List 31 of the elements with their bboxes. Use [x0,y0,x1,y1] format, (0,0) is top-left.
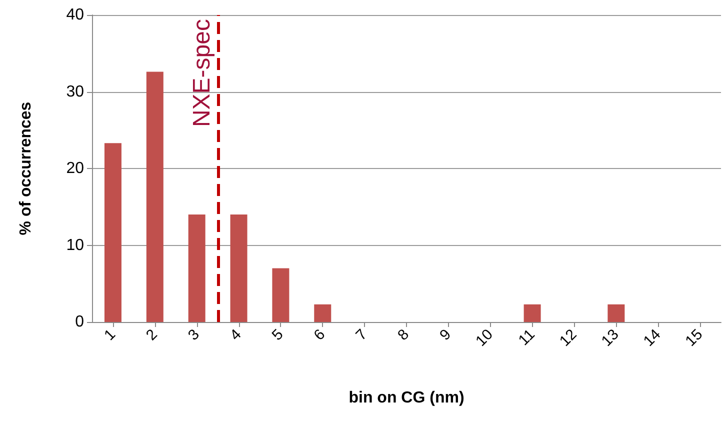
bar [188,214,206,322]
bar [104,143,122,322]
y-tick-label: 10 [66,236,84,254]
x-tick-label: 8 [394,326,413,344]
x-axis-title: bin on CG (nm) [348,390,464,406]
x-tick-label: 6 [310,326,329,344]
bar [230,214,248,322]
x-tick-label: 5 [268,326,287,344]
x-tick-label: 3 [184,326,203,344]
bar [272,268,290,322]
bar [608,304,625,322]
x-tick-label: 2 [142,326,161,344]
bar [524,304,541,322]
x-tick-label: 11 [515,326,538,350]
y-tick-label: 40 [66,6,84,24]
x-tick-label: 15 [682,326,706,350]
x-tick-label: 4 [226,326,245,344]
ref-line-label: NXE-spec [188,19,216,128]
y-tick-label: 30 [66,83,84,100]
y-axis-title: % of occurrences [18,102,34,236]
y-tick-label: 20 [66,160,84,177]
x-tick-label: 10 [472,326,496,350]
x-tick-label: 12 [556,326,580,350]
x-tick-label: 1 [101,326,119,344]
x-tick-label: 14 [640,326,664,350]
x-tick-label: 13 [598,326,622,350]
bar [146,72,164,322]
y-tick-label: 0 [75,314,84,330]
x-tick-label: 9 [436,326,454,344]
x-tick-label: 7 [352,326,371,344]
bar [314,304,332,322]
